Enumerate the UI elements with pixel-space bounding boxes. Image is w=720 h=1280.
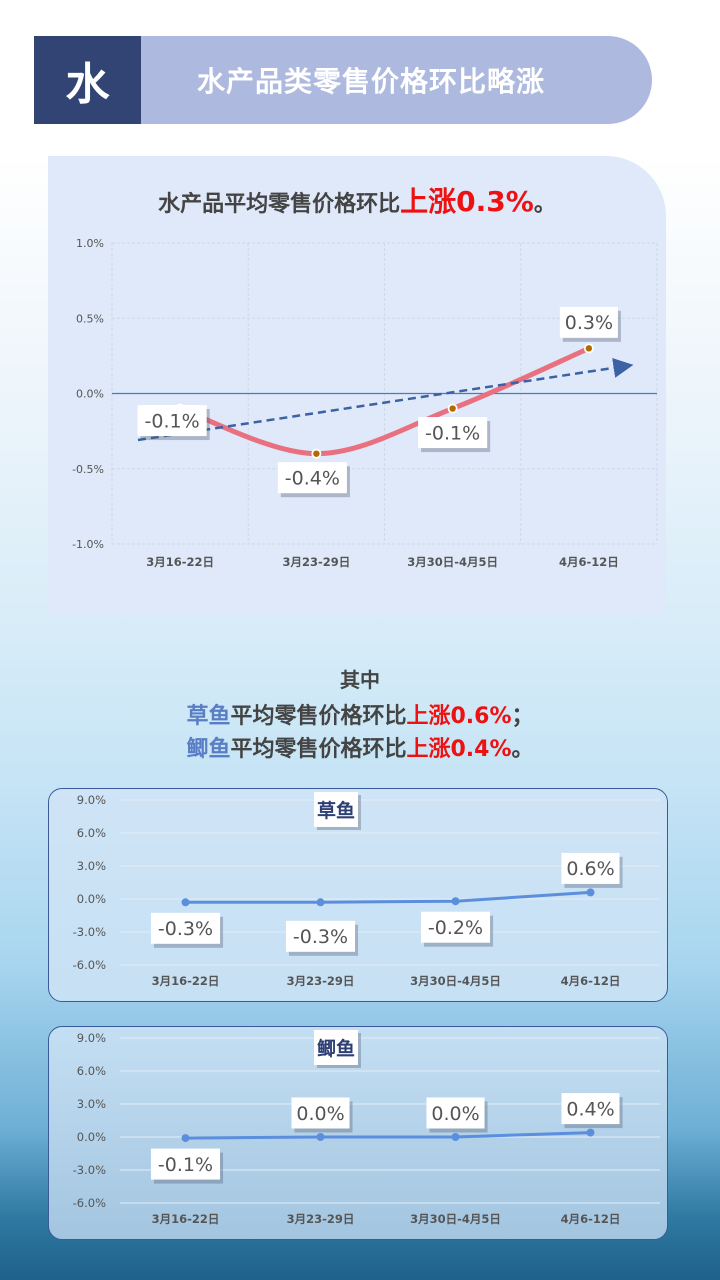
y-tick-label: 9.0% — [76, 1031, 105, 1045]
data-label: -0.1% — [150, 1148, 223, 1184]
y-tick-label: -0.5% — [72, 463, 104, 476]
y-tick-label: -6.0% — [72, 958, 105, 972]
x-tick-label: 3月30日-4月5日 — [407, 555, 498, 569]
y-tick-label: -1.0% — [72, 538, 104, 551]
x-tick-label: 3月16-22日 — [151, 974, 219, 988]
y-tick-label: 6.0% — [76, 1064, 105, 1078]
svg-text:草鱼: 草鱼 — [316, 799, 354, 822]
y-tick-label: -6.0% — [72, 1196, 105, 1210]
x-tick-label: 3月23-29日 — [282, 555, 350, 569]
summary-text: 平均零售价格环比 — [230, 737, 407, 762]
x-tick-label: 4月6-12日 — [560, 974, 620, 988]
svg-text:0.4%: 0.4% — [566, 1098, 614, 1120]
data-point — [181, 1133, 189, 1142]
summary-highlight: 上涨0.6% — [406, 704, 512, 729]
section-header: 水 水产品类零售价格环比略涨 — [34, 36, 652, 124]
chart-title: 草鱼 — [313, 791, 361, 830]
data-label: 0.0% — [290, 1097, 353, 1132]
main-chart-card: 水产品平均零售价格环比上涨0.3%。 1.0% 0.5% 0.0% -0.5% -1.0… — [48, 156, 666, 616]
svg-text:鲫鱼: 鲫鱼 — [316, 1037, 354, 1060]
chart-title: 鲫鱼 — [313, 1029, 361, 1068]
data-point — [586, 887, 594, 896]
svg-text:-0.1%: -0.1% — [145, 410, 200, 432]
data-label: 0.3% — [559, 306, 621, 342]
y-tick-label: 0.5% — [76, 312, 104, 325]
fish-name: 鲫鱼 — [186, 737, 231, 762]
data-label: -0.1% — [418, 417, 491, 453]
trend-line — [137, 357, 634, 442]
summary-grass-carp: 草鱼平均零售价格环比上涨0.6%； — [0, 698, 720, 730]
svg-text:-0.4%: -0.4% — [285, 468, 340, 490]
data-label: 0.0% — [425, 1097, 488, 1132]
crucian-carp-line-chart: 9.0% 6.0% 3.0% 0.0% -3.0% -6.0% 3月16-22日 3月23-2… — [72, 1029, 660, 1226]
section-title: 水产品类零售价格环比略涨 — [141, 36, 652, 124]
grass-carp-line-chart: 9.0% 6.0% 3.0% 0.0% -3.0% -6.0% 3月16-22日 3月23-2… — [72, 791, 660, 988]
y-tick-label: -3.0% — [72, 925, 105, 939]
series-line — [177, 345, 592, 457]
summary-heading: 其中 — [340, 668, 380, 692]
y-tick-label: 1.0% — [76, 237, 104, 250]
y-tick-label: 6.0% — [76, 826, 105, 840]
y-tick-label: 9.0% — [76, 793, 105, 807]
data-label: -0.3% — [150, 912, 223, 948]
svg-text:0.0%: 0.0% — [431, 1102, 479, 1124]
grass-carp-chart-card: 9.0% 6.0% 3.0% 0.0% -3.0% -6.0% 3月16-22日 3月23-2… — [48, 788, 668, 1002]
data-point — [316, 897, 324, 906]
crucian-carp-chart-card: 9.0% 6.0% 3.0% 0.0% -3.0% -6.0% 3月16-22日 3月23-2… — [48, 1026, 668, 1240]
title-suffix: 。 — [533, 192, 556, 217]
x-tick-label: 3月23-29日 — [286, 1212, 354, 1226]
data-label: -0.3% — [285, 920, 358, 956]
x-tick-label: 4月6-12日 — [560, 1212, 620, 1226]
x-tick-label: 4月6-12日 — [559, 555, 619, 569]
svg-text:0.6%: 0.6% — [566, 858, 614, 880]
y-tick-label: 3.0% — [76, 1097, 105, 1111]
series-line — [185, 890, 591, 904]
y-tick-label: 0.0% — [76, 1130, 105, 1144]
y-tick-label: 0.0% — [76, 388, 104, 401]
summary-text: 平均零售价格环比 — [230, 704, 407, 729]
summary-end: 。 — [511, 737, 534, 762]
svg-text:0.3%: 0.3% — [565, 312, 613, 334]
data-point — [316, 1132, 324, 1141]
data-label: -0.4% — [277, 462, 350, 498]
svg-text:-0.3%: -0.3% — [157, 918, 212, 940]
svg-text:-0.1%: -0.1% — [425, 422, 480, 444]
x-tick-label: 3月16-22日 — [146, 555, 214, 569]
summary-highlight: 上涨0.4% — [406, 737, 512, 762]
x-tick-label: 3月16-22日 — [151, 1212, 219, 1226]
x-tick-label: 3月30日-4月5日 — [410, 1212, 501, 1226]
series-line — [184, 1130, 591, 1140]
svg-text:-0.1%: -0.1% — [157, 1153, 212, 1175]
data-label: -0.1% — [137, 405, 210, 441]
y-tick-label: -3.0% — [72, 1163, 105, 1177]
data-label: 0.6% — [560, 852, 623, 888]
title-text: 水产品平均零售价格环比 — [158, 192, 401, 217]
data-point — [451, 896, 459, 905]
data-point — [451, 1132, 459, 1141]
main-line-chart: 1.0% 0.5% 0.0% -0.5% -1.0% 3月16-22日 3月23-29日 3月… — [72, 237, 658, 569]
category-badge: 水 — [34, 36, 141, 124]
svg-text:0.0%: 0.0% — [296, 1102, 344, 1124]
summary-crucian-carp: 鲫鱼平均零售价格环比上涨0.4%。 — [0, 731, 720, 763]
y-tick-label: 0.0% — [76, 892, 105, 906]
x-tick-label: 3月30日-4月5日 — [410, 974, 501, 988]
title-highlight: 上涨0.3% — [400, 185, 534, 218]
x-tick-label: 3月23-29日 — [286, 974, 354, 988]
data-label: 0.4% — [560, 1092, 623, 1128]
y-tick-label: 3.0% — [76, 859, 105, 873]
summary-end: ； — [511, 704, 534, 729]
data-point — [586, 1128, 594, 1137]
data-point — [181, 897, 189, 906]
data-label: -0.2% — [420, 911, 493, 947]
svg-text:-0.2%: -0.2% — [427, 917, 482, 939]
fish-name: 草鱼 — [186, 704, 231, 729]
main-chart-title: 水产品平均零售价格环比上涨0.3%。 — [48, 180, 666, 220]
svg-text:-0.3%: -0.3% — [292, 926, 347, 948]
